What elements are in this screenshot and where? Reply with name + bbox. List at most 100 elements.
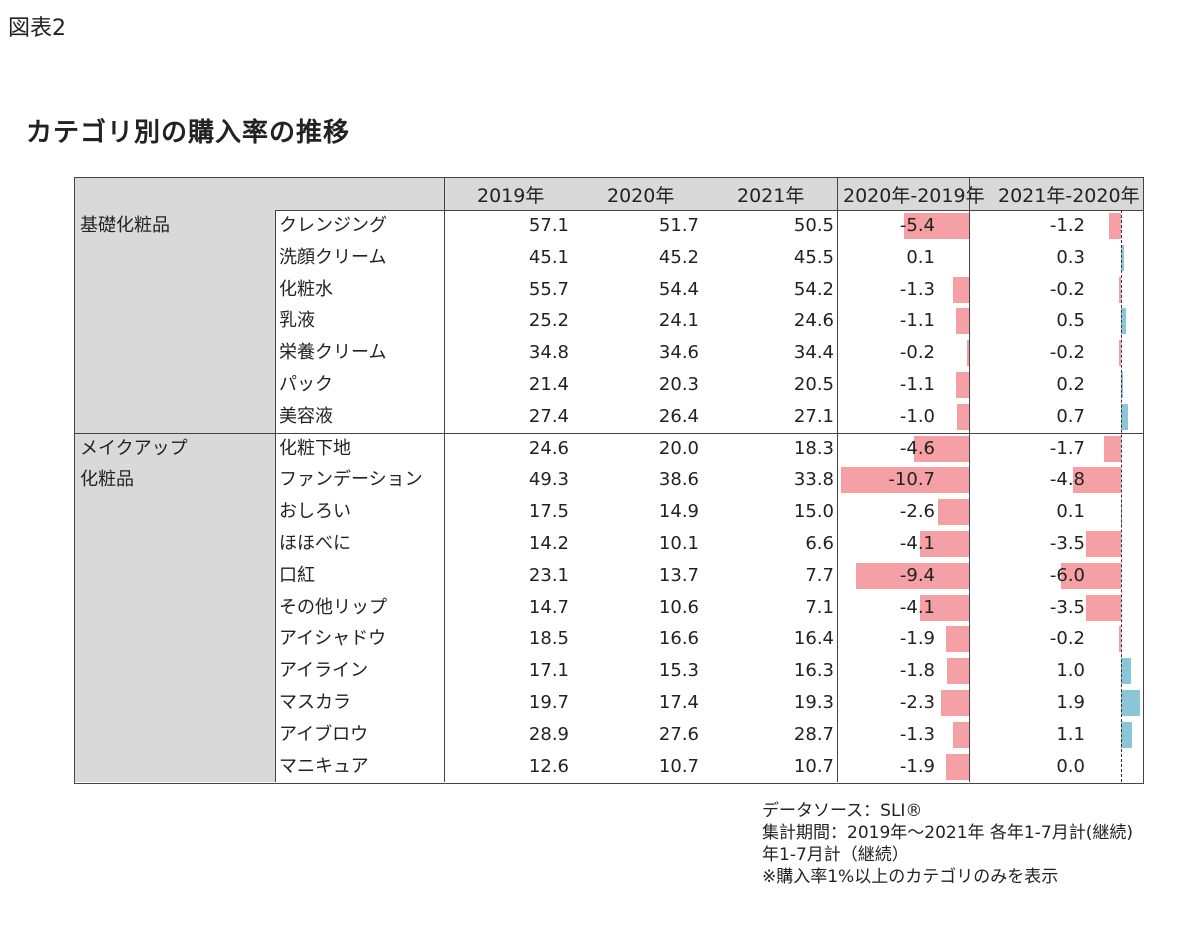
diff-bar-2021-2020 (1121, 403, 1128, 430)
diff-value-2021-2020: 0.0 (1056, 755, 1085, 777)
diff-value-2021-2020: -3.5 (1049, 596, 1085, 618)
diff-bar-2021-2020 (1121, 244, 1124, 271)
diff-bar-2021-2020 (1121, 308, 1126, 335)
row-label: おしろい (279, 501, 351, 523)
diff-value-2021-2020: 0.5 (1056, 310, 1085, 332)
value-2019: 21.4 (528, 374, 569, 395)
value-2019: 28.9 (528, 723, 569, 745)
diff-value-2020-2019: -2.6 (899, 501, 935, 523)
value-2021: 24.6 (793, 310, 834, 332)
value-2019: 12.6 (528, 755, 569, 777)
diff-bar-2021-2020 (1121, 372, 1123, 398)
category-cell: メイクアップ 化粧品 (75, 432, 275, 783)
diff-bar-2021-2020 (1119, 340, 1121, 367)
diff-value-2020-2019: -10.7 (888, 469, 935, 491)
diff-bar-2020-2019 (953, 721, 969, 748)
value-2019: 34.8 (528, 342, 569, 364)
value-2019: 17.5 (528, 501, 569, 523)
diff-bar-2021-2020 (1121, 690, 1140, 716)
value-2021: 16.3 (793, 660, 834, 682)
diff-bar-2020-2019 (955, 308, 969, 335)
value-2020: 10.7 (658, 755, 699, 777)
diff-value-2020-2019: -1.9 (899, 755, 935, 777)
diff-value-2021-2020: -0.2 (1049, 628, 1085, 650)
column-divider (969, 178, 970, 783)
value-2020: 10.6 (658, 596, 699, 618)
diff-value-2020-2019: -4.1 (899, 533, 935, 554)
value-2021: 7.1 (805, 596, 834, 618)
value-2020: 15.3 (658, 660, 699, 682)
value-2020: 27.6 (658, 723, 699, 745)
value-2021: 54.2 (793, 278, 834, 300)
diff-value-2021-2020: -1.2 (1049, 215, 1085, 236)
diff-value-2020-2019: -4.6 (899, 437, 935, 459)
column-divider (444, 178, 445, 783)
value-2021: 7.7 (805, 564, 834, 586)
value-2020: 45.2 (658, 246, 699, 268)
diff-bar-2021-2020 (1119, 276, 1121, 303)
value-2021: 20.5 (793, 374, 834, 395)
row-label: ファンデーション (279, 469, 423, 491)
value-2019: 18.5 (528, 628, 569, 650)
col-header-diff-2021-2020: 2021年-2020年 (998, 185, 1140, 207)
diff-value-2020-2019: -1.1 (899, 310, 935, 332)
diff-bar-2021-2020 (1109, 213, 1121, 239)
col-header-diff-2020-2019: 2020年-2019年 (843, 185, 985, 207)
row-label: マニキュア (279, 755, 369, 777)
value-2019: 17.1 (528, 660, 569, 682)
diff-value-2020-2019: -4.1 (899, 596, 935, 618)
value-2021: 18.3 (793, 437, 834, 459)
diff-bar-2020-2019 (957, 403, 969, 430)
diff-value-2020-2019: -1.1 (899, 374, 935, 395)
diff-bar-2021-2020 (1121, 658, 1131, 685)
value-2021: 19.3 (793, 692, 834, 713)
diff-value-2020-2019: -1.3 (899, 278, 935, 300)
diff-value-2021-2020: 0.3 (1056, 246, 1085, 268)
value-2021: 10.7 (793, 755, 834, 777)
diff-bar-2020-2019 (941, 690, 969, 716)
diff-value-2020-2019: -2.3 (899, 692, 935, 713)
row-label: 化粧下地 (279, 437, 351, 459)
value-2019: 49.3 (528, 469, 569, 491)
value-2021: 28.7 (793, 723, 834, 745)
row-label: 栄養クリーム (279, 342, 387, 364)
value-2021: 50.5 (793, 215, 834, 236)
diff-value-2021-2020: -0.2 (1049, 342, 1085, 364)
category-label: 基礎化粧品 (80, 215, 170, 236)
value-2019: 23.1 (528, 564, 569, 586)
diff-bar-2020-2019 (919, 531, 969, 557)
col-header-2019: 2019年 (477, 185, 545, 207)
value-2020: 17.4 (658, 692, 699, 713)
row-label: その他リップ (279, 596, 387, 618)
note-period: 集計期間：2019年～2021年 各年1-7月計(継続) (762, 823, 1133, 843)
category-label: メイクアップ (80, 437, 188, 459)
value-2020: 16.6 (658, 628, 699, 650)
diff-bar-2020-2019 (955, 372, 969, 398)
chart-title: カテゴリ別の購入率の推移 (26, 118, 351, 148)
note-filter: ※購入率1%以上のカテゴリのみを表示 (762, 867, 1059, 887)
figure-label: 図表2 (8, 16, 66, 41)
diff-value-2021-2020: -0.2 (1049, 278, 1085, 300)
value-2019: 45.1 (528, 246, 569, 268)
category-label: 化粧品 (80, 469, 134, 491)
column-divider (837, 178, 838, 783)
data-table: 2019年 2020年 2021年 2020年-2019年 2021年-2020… (74, 177, 1144, 784)
table-header: 2019年 2020年 2021年 2020年-2019年 2021年-2020… (75, 178, 1143, 211)
group-divider (75, 432, 1143, 434)
diff-value-2020-2019: -0.2 (899, 342, 935, 364)
value-2020: 13.7 (658, 564, 699, 586)
diff-value-2021-2020: 1.9 (1056, 692, 1085, 713)
value-2021: 16.4 (793, 628, 834, 650)
value-2020: 26.4 (658, 405, 699, 427)
value-2019: 19.7 (528, 692, 569, 713)
diff-bar-2020-2019 (904, 213, 969, 239)
diff-bar-2020-2019 (913, 435, 969, 462)
diff-value-2020-2019: -1.9 (899, 628, 935, 650)
value-2019: 57.1 (528, 215, 569, 236)
zero-line-2021-2020 (1121, 210, 1122, 783)
value-2021: 34.4 (793, 342, 834, 364)
diff-value-2021-2020: -6.0 (1049, 564, 1085, 586)
value-2021: 27.1 (793, 405, 834, 427)
row-label: クレンジング (279, 215, 387, 236)
diff-value-2021-2020: 0.2 (1056, 374, 1085, 395)
